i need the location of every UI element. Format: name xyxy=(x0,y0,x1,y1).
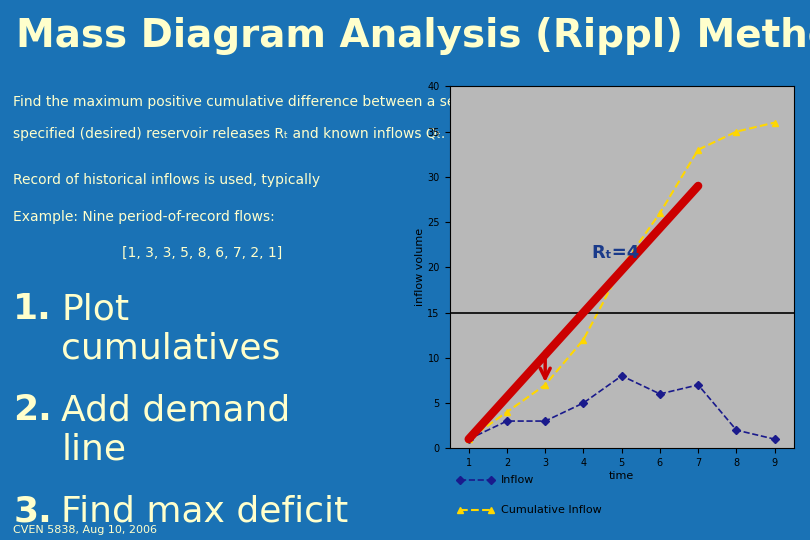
Text: Example: Nine period-of-record flows:: Example: Nine period-of-record flows: xyxy=(13,210,275,224)
Y-axis label: inflow volume: inflow volume xyxy=(415,228,424,306)
Cumulative Inflow xyxy=(502,409,512,415)
Inflow xyxy=(540,418,550,424)
Text: Record of historical inflows is used, typically: Record of historical inflows is used, ty… xyxy=(13,173,320,187)
Text: Find the maximum positive cumulative difference between a sequence of pre-: Find the maximum positive cumulative dif… xyxy=(13,95,556,109)
Inflow xyxy=(693,382,703,388)
Text: [1, 3, 3, 5, 8, 6, 7, 2, 1]: [1, 3, 3, 5, 8, 6, 7, 2, 1] xyxy=(122,246,283,260)
Cumulative Inflow xyxy=(693,146,703,153)
Text: 2.: 2. xyxy=(13,393,52,427)
Text: Add demand
line: Add demand line xyxy=(62,393,291,467)
Cumulative Inflow xyxy=(731,129,741,135)
Text: 1.: 1. xyxy=(13,292,52,326)
Inflow xyxy=(464,436,474,442)
Inflow xyxy=(617,373,627,379)
Cumulative Inflow xyxy=(540,382,550,388)
Line: Inflow: Inflow xyxy=(466,373,778,442)
Cumulative Inflow xyxy=(464,436,474,442)
Text: CVEN 5838, Aug 10, 2006: CVEN 5838, Aug 10, 2006 xyxy=(13,525,157,536)
Text: specified (desired) reservoir releases Rₜ and known inflows Qₜ.: specified (desired) reservoir releases R… xyxy=(13,127,446,141)
Cumulative Inflow xyxy=(770,119,779,126)
Text: Plot
cumulatives: Plot cumulatives xyxy=(62,292,280,366)
Cumulative Inflow xyxy=(578,336,588,343)
Text: Inflow: Inflow xyxy=(501,475,535,485)
Text: Mass Diagram Analysis (Rippl) Method: Mass Diagram Analysis (Rippl) Method xyxy=(16,17,810,56)
Text: Cumulative Inflow: Cumulative Inflow xyxy=(501,504,602,515)
Inflow xyxy=(655,391,665,397)
Text: Rₜ=4: Rₜ=4 xyxy=(591,244,639,262)
Cumulative Inflow xyxy=(655,210,665,216)
Inflow xyxy=(502,418,512,424)
Cumulative Inflow xyxy=(617,264,627,271)
Text: 3.: 3. xyxy=(13,494,52,528)
X-axis label: time: time xyxy=(609,471,634,481)
Inflow xyxy=(731,427,741,433)
Inflow xyxy=(578,400,588,406)
Line: Cumulative Inflow: Cumulative Inflow xyxy=(465,119,778,443)
Text: Find max deficit: Find max deficit xyxy=(62,494,348,528)
Inflow xyxy=(770,436,779,442)
